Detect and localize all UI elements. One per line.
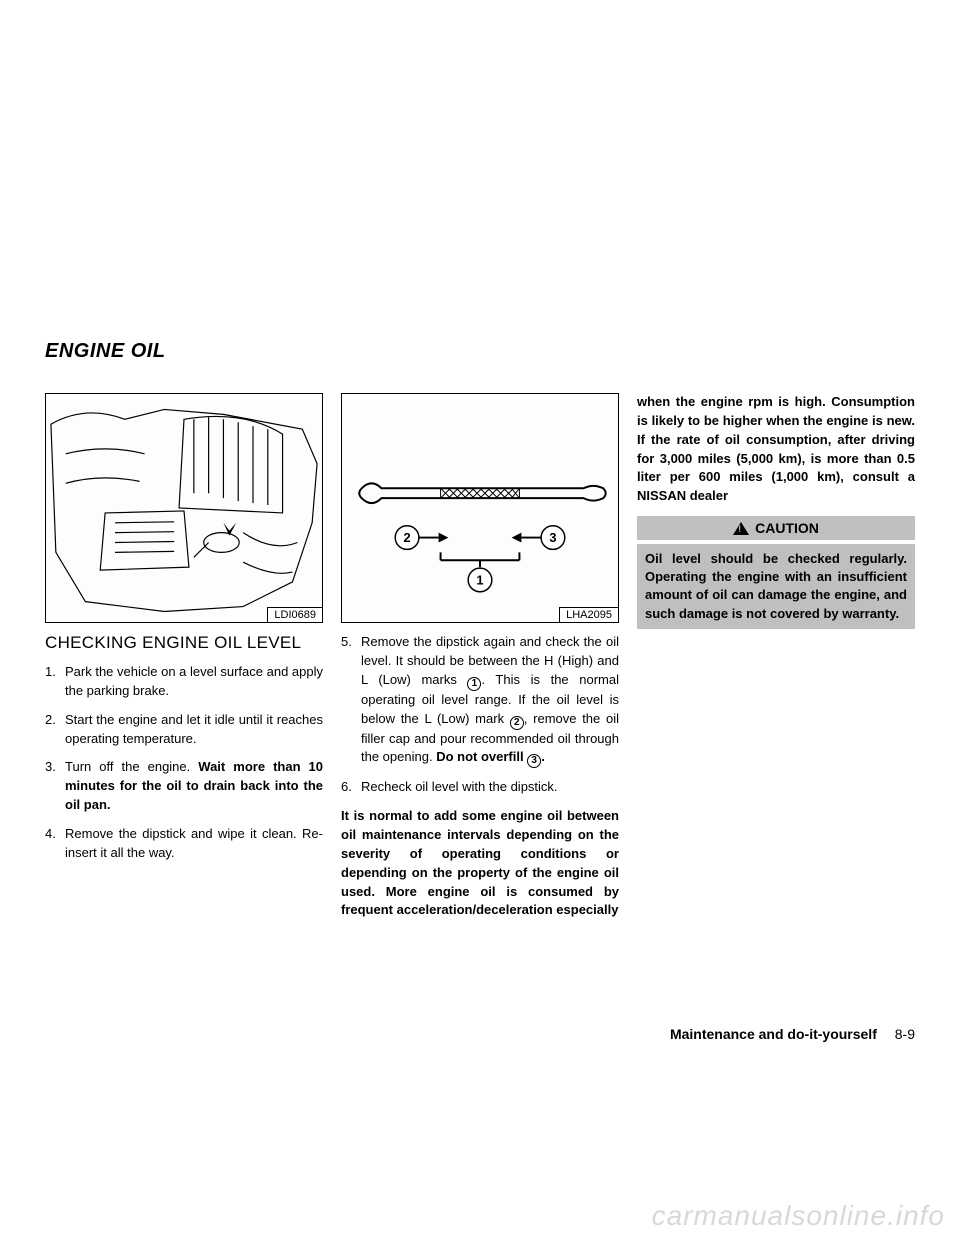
consumption-note-part1: It is normal to add some engine oil betw… [341,807,619,920]
step-text: Recheck oil level with the dipstick. [361,778,619,797]
footer-section-label: Maintenance and do-it-yourself [670,1026,877,1042]
caution-body: Oil level should be checked regularly. O… [637,544,915,629]
step-text: Start the engine and let it idle until i… [65,711,323,749]
step-number: 3. [45,758,65,815]
callout-2-num: 2 [403,530,410,545]
caution-label: CAUTION [755,520,819,536]
callout-inline-2: 2 [510,716,524,730]
step-number: 6. [341,778,361,797]
section-title: ENGINE OIL [45,340,915,363]
dipstick-location-arrow [223,523,236,536]
step-text: Remove the dipstick again and check the … [361,633,619,768]
callout-inline-3: 3 [527,754,541,768]
callout-inline-1: 1 [467,677,481,691]
step-5: 5. Remove the dipstick again and check t… [341,633,619,768]
figure-1-label: LDI0689 [267,607,322,622]
step-text: Park the vehicle on a level surface and … [65,663,323,701]
column-1: LDI0689 CHECKING ENGINE OIL LEVEL 1. Par… [45,393,323,930]
step5-e: . [541,749,545,764]
step-2: 2. Start the engine and let it idle unti… [45,711,323,749]
step-6: 6. Recheck oil level with the dipstick. [341,778,619,797]
step-3: 3. Turn off the engine. Wait more than 1… [45,758,323,815]
step-number: 1. [45,663,65,701]
footer-page-number: 8-9 [895,1026,915,1042]
dipstick-illustration: 2 3 1 [342,394,618,622]
page-footer: Maintenance and do-it-yourself 8-9 [670,1026,915,1042]
column-2: 2 3 1 LHA2095 5. Remove the dipstick aga… [341,393,619,930]
callout-3-num: 3 [549,530,556,545]
column-3: when the engine rpm is high. Consumption… [637,393,915,930]
step-number: 4. [45,825,65,863]
figure-2-label: LHA2095 [559,607,618,622]
consumption-note-part2: when the engine rpm is high. Consumption… [637,393,915,506]
step-1: 1. Park the vehicle on a level surface a… [45,663,323,701]
watermark: carmanualsonline.info [652,1200,945,1232]
step-text: Remove the dipstick and wipe it clean. R… [65,825,323,863]
step-text: Turn off the engine. Wait more than 10 m… [65,758,323,815]
figure-dipstick: 2 3 1 LHA2095 [341,393,619,623]
step-number: 5. [341,633,361,768]
callout-1-num: 1 [476,572,483,587]
step-3-pre: Turn off the engine. [65,759,198,774]
step5-d: Do not overfill [436,749,527,764]
step-4: 4. Remove the dipstick and wipe it clean… [45,825,323,863]
figure-engine-bay: LDI0689 [45,393,323,623]
content-columns: LDI0689 CHECKING ENGINE OIL LEVEL 1. Par… [45,393,915,930]
step-number: 2. [45,711,65,749]
checking-oil-subheading: CHECKING ENGINE OIL LEVEL [45,633,323,653]
caution-header: CAUTION [637,516,915,540]
warning-icon [733,522,749,535]
steps-list-col1: 1. Park the vehicle on a level surface a… [45,663,323,873]
steps-list-col2: 5. Remove the dipstick again and check t… [341,633,619,807]
engine-illustration [46,394,322,622]
